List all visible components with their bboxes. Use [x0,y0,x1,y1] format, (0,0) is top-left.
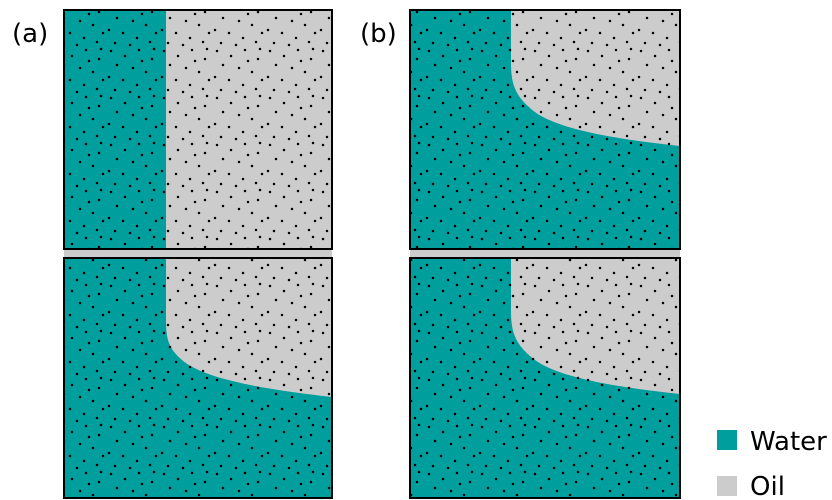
legend-label-water: Water [750,427,827,457]
panel-b-top [409,9,681,250]
frame-border [409,257,681,499]
grain-overlay [64,258,332,498]
legend: Water Oil [717,427,827,500]
gap-strip-a [64,249,332,258]
grain-overlay [410,258,680,498]
legend-label-oil: Oil [750,472,785,500]
gap-strip-b [410,249,680,258]
frame-border [63,9,333,250]
legend-swatch-water [717,430,737,450]
panel-a-top [63,9,333,250]
panel-label-a: (a) [12,19,48,49]
panel-b-bottom [409,257,681,499]
panel-a-bottom [63,257,333,499]
panel-label-b: (b) [360,19,397,49]
frame-border [63,257,333,499]
grain-overlay [410,10,680,249]
frame-border [409,9,681,250]
grain-overlay [64,10,332,249]
legend-swatch-oil [717,476,737,496]
